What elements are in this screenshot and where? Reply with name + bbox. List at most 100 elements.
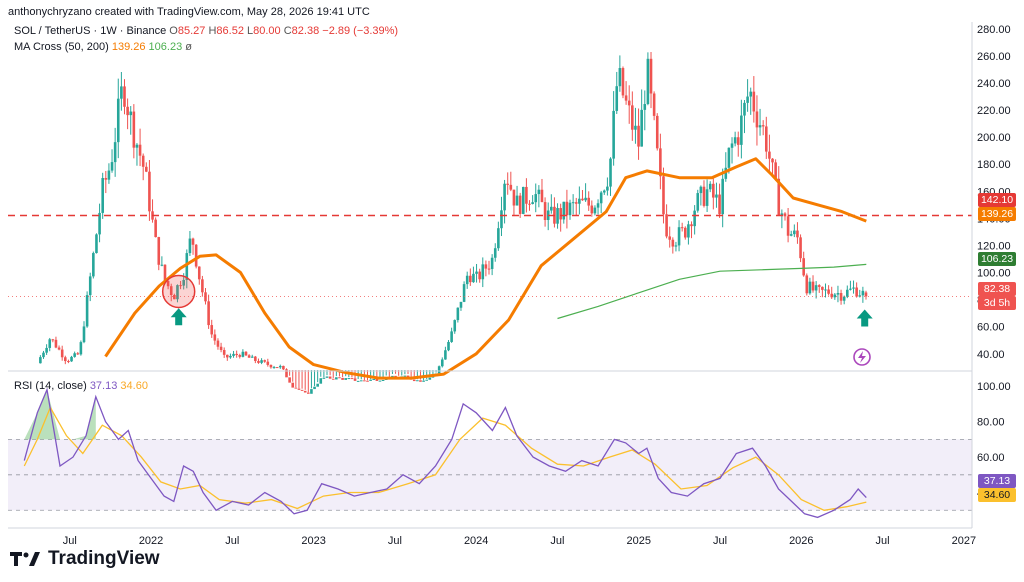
candle-body <box>213 334 217 341</box>
candle-body <box>266 361 270 365</box>
candle-body <box>568 202 572 216</box>
ma-legend[interactable]: MA Cross (50, 200) 139.26 106.23 ø <box>14 41 192 53</box>
candle-body <box>705 189 709 206</box>
candle-body <box>241 351 245 357</box>
candle-body <box>593 207 597 214</box>
candle-body <box>687 224 690 238</box>
candle-body <box>665 214 668 237</box>
candle-body <box>821 286 824 290</box>
candle-body <box>307 392 310 394</box>
candle-body <box>363 380 366 382</box>
candle-body <box>73 353 76 357</box>
candle-body <box>129 111 133 116</box>
candle-body <box>197 266 201 280</box>
candle-body <box>123 86 126 107</box>
candle-body <box>478 271 481 280</box>
candle-body <box>849 288 852 290</box>
candle-body <box>475 271 478 274</box>
price-tick-label: 260.00 <box>977 51 1011 63</box>
candle-body <box>95 234 98 254</box>
close-value: 82.38 <box>291 25 320 37</box>
candle-body <box>229 355 232 358</box>
candle-body <box>465 275 469 285</box>
ma200-line <box>557 263 867 320</box>
candle-body <box>615 86 619 111</box>
candle-body <box>755 111 759 128</box>
candle-body <box>328 376 332 379</box>
candle-body <box>263 360 266 362</box>
candle-body <box>817 285 821 287</box>
candle-body <box>275 367 279 369</box>
price-tick-label: 240.00 <box>977 78 1011 90</box>
candle-body <box>51 339 55 341</box>
candle-body <box>182 279 185 286</box>
price-tick-label: 40.00 <box>977 349 1005 361</box>
candle-body <box>640 109 643 147</box>
candle-body <box>107 170 111 180</box>
candle-body <box>459 301 463 308</box>
candle-body <box>599 192 603 204</box>
candle-body <box>148 171 151 212</box>
candle-body <box>674 245 678 247</box>
candle-body <box>556 208 559 224</box>
candle-body <box>440 359 444 367</box>
candle-body <box>76 353 80 355</box>
candle-body <box>331 378 335 380</box>
ma200-price-tag: 106.23 <box>978 252 1016 266</box>
candle-body <box>749 91 753 97</box>
candle-body <box>627 100 631 106</box>
candle-body <box>138 144 142 156</box>
candle-body <box>746 96 749 103</box>
candle-body <box>366 380 369 382</box>
candle-body <box>609 158 612 187</box>
candle-body <box>135 144 139 148</box>
candle-body <box>322 377 326 379</box>
candle-body <box>250 356 254 358</box>
candle-body <box>858 295 862 297</box>
rsi-legend[interactable]: RSI (14, close) 37.13 34.60 <box>14 380 148 392</box>
candle-body <box>104 178 108 180</box>
candle-body <box>319 378 323 384</box>
candle-body <box>740 115 743 145</box>
candle-body <box>244 351 248 356</box>
ma-extra: ø <box>185 41 192 53</box>
time-tick-label: 2027 <box>952 535 976 547</box>
candle-body <box>612 110 615 159</box>
tradingview-logo[interactable]: TradingView <box>10 548 160 570</box>
candle-body <box>126 106 129 116</box>
candle-body <box>412 379 416 382</box>
price-tick-label: 280.00 <box>977 24 1011 36</box>
candle-body <box>278 365 282 368</box>
candle-body <box>540 189 544 203</box>
candle-body <box>521 186 525 214</box>
high-value: 86.52 <box>216 25 244 37</box>
candle-body <box>176 285 179 300</box>
candle-body <box>827 289 830 294</box>
candle-body <box>631 105 634 130</box>
candle-body <box>780 213 784 216</box>
candle-body <box>677 227 681 246</box>
chart-credit: anthonychryzano created with TradingView… <box>8 6 370 18</box>
candle-body <box>774 162 777 179</box>
low-label: L <box>247 25 254 37</box>
high-label: H <box>208 25 217 37</box>
candle-body <box>786 216 790 236</box>
candle-body <box>350 378 354 380</box>
candle-body <box>260 360 263 363</box>
overlays <box>8 157 972 519</box>
candle-body <box>518 195 522 214</box>
candle-body <box>113 142 117 163</box>
time-tick-label: Jul <box>225 535 239 547</box>
rsi-ma-line <box>23 406 867 511</box>
candle-body <box>771 158 774 163</box>
candle-body <box>120 86 123 99</box>
candle-body <box>356 380 360 382</box>
time-tick-label: 2026 <box>789 535 813 547</box>
last-price-tag: 82.38 <box>978 282 1016 296</box>
candle-body <box>503 183 506 211</box>
candle-body <box>60 349 64 358</box>
candle-body <box>450 331 453 342</box>
candle-body <box>163 264 167 281</box>
candle-body <box>141 155 145 167</box>
